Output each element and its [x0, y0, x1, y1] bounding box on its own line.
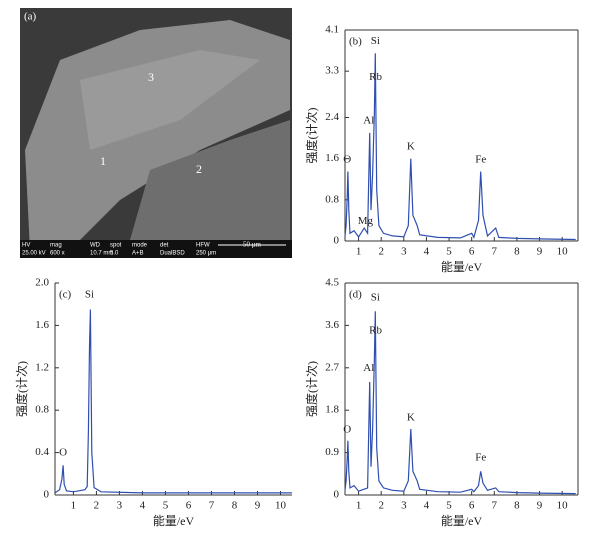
y-tick-label: 0.4 — [35, 446, 49, 458]
x-tick-label: 7 — [209, 500, 215, 512]
panel-label: (b) — [349, 36, 362, 48]
peak-label: Fe — [475, 452, 486, 464]
y-axis-label: 强度(计次) — [304, 361, 319, 417]
y-tick-label: 0.9 — [325, 446, 339, 458]
peak-label: O — [59, 446, 67, 458]
x-tick-label: 6 — [469, 500, 475, 512]
info-value: 5.0 — [110, 251, 119, 257]
peak-label: Rb — [369, 71, 382, 83]
x-tick-label: 9 — [537, 500, 543, 512]
region-label: 1 — [100, 154, 106, 168]
peak-label: K — [407, 140, 415, 152]
spectrum — [54, 309, 292, 494]
peak-label: Fe — [475, 153, 486, 165]
x-tick-label: 7 — [492, 500, 498, 512]
y-tick-label: 4.5 — [325, 277, 339, 289]
region-label: 2 — [196, 162, 202, 176]
x-tick-label: 10 — [557, 246, 569, 258]
y-tick-label: 1.2 — [35, 361, 49, 373]
peak-label: Si — [371, 35, 380, 47]
x-tick-label: 6 — [186, 500, 192, 512]
x-tick-label: 2 — [378, 500, 384, 512]
x-tick-label: 2 — [94, 500, 100, 512]
x-tick-label: 6 — [469, 246, 475, 258]
x-axis-label: 能量/eV — [153, 514, 195, 528]
peak-label: O — [343, 153, 351, 165]
info-key: mode — [132, 243, 148, 249]
info-value: DualBSD — [160, 251, 185, 257]
y-axis-label: 强度(计次) — [304, 108, 319, 164]
info-key: HFW — [196, 243, 210, 249]
y-tick-label: 4.1 — [325, 24, 339, 36]
info-value: 250 μm — [196, 251, 216, 257]
y-tick-label: 2.7 — [325, 361, 339, 373]
info-key: det — [160, 243, 169, 249]
y-tick-label: 2.4 — [325, 111, 339, 123]
x-tick-label: 9 — [537, 246, 543, 258]
info-key: HV — [22, 243, 30, 249]
x-tick-label: 1 — [356, 500, 362, 512]
x-tick-label: 5 — [446, 246, 452, 258]
x-tick-label: 10 — [557, 500, 569, 512]
peak-label: K — [407, 412, 415, 424]
peak-label: O — [343, 423, 351, 435]
x-axis-label: 能量/eV — [441, 514, 483, 528]
panel-label: (c) — [59, 289, 72, 301]
y-tick-label: 0.8 — [35, 404, 49, 416]
x-tick-label: 7 — [492, 246, 498, 258]
y-tick-label: 3.6 — [325, 319, 339, 331]
info-value: 25.00 kV — [22, 251, 46, 257]
grain — [130, 120, 290, 240]
x-tick-label: 3 — [401, 246, 407, 258]
y-tick-label: 0 — [334, 489, 340, 501]
panel-label: (d) — [349, 289, 362, 301]
y-axis-label: 强度(计次) — [14, 361, 29, 417]
y-tick-label: 1.6 — [35, 319, 49, 331]
y-tick-label: 0 — [44, 489, 50, 501]
spectrum — [344, 53, 576, 241]
info-key: mag — [50, 243, 62, 249]
peak-label: Al — [363, 115, 374, 127]
info-key: WD — [90, 243, 101, 249]
x-tick-label: 3 — [401, 500, 407, 512]
spectrum — [344, 311, 576, 495]
peak-label: Al — [363, 362, 374, 374]
y-tick-label: 1.8 — [325, 404, 339, 416]
x-tick-label: 4 — [424, 500, 430, 512]
scale-label: 50 μm — [243, 241, 262, 249]
x-axis-label: 能量/eV — [441, 260, 483, 274]
x-tick-label: 2 — [378, 246, 384, 258]
y-tick-label: 0 — [334, 235, 340, 247]
y-tick-label: 2.0 — [35, 277, 49, 289]
x-tick-label: 8 — [232, 500, 238, 512]
x-tick-label: 8 — [514, 500, 520, 512]
panel-label: (a) — [24, 11, 37, 23]
peak-label: Mg — [358, 215, 374, 227]
info-value: 600 x — [50, 251, 65, 257]
x-tick-label: 1 — [356, 246, 362, 258]
grain — [80, 50, 260, 150]
y-tick-label: 1.6 — [325, 152, 339, 164]
y-tick-label: 0.8 — [325, 193, 339, 205]
region-label: 3 — [148, 70, 154, 84]
peak-label: Si — [85, 288, 94, 300]
x-tick-label: 9 — [255, 500, 261, 512]
info-value: A+B — [132, 251, 144, 257]
peak-label: Rb — [369, 324, 382, 336]
info-value: 10.7 mm — [90, 251, 113, 257]
x-tick-label: 4 — [140, 500, 146, 512]
x-tick-label: 10 — [275, 500, 287, 512]
peak-label: Si — [371, 291, 380, 303]
x-tick-label: 8 — [514, 246, 520, 258]
x-tick-label: 4 — [424, 246, 430, 258]
x-tick-label: 5 — [163, 500, 169, 512]
x-tick-label: 5 — [446, 500, 452, 512]
info-key: spot — [110, 243, 122, 249]
x-tick-label: 3 — [117, 500, 123, 512]
x-tick-label: 1 — [71, 500, 77, 512]
y-tick-label: 3.3 — [325, 65, 339, 77]
